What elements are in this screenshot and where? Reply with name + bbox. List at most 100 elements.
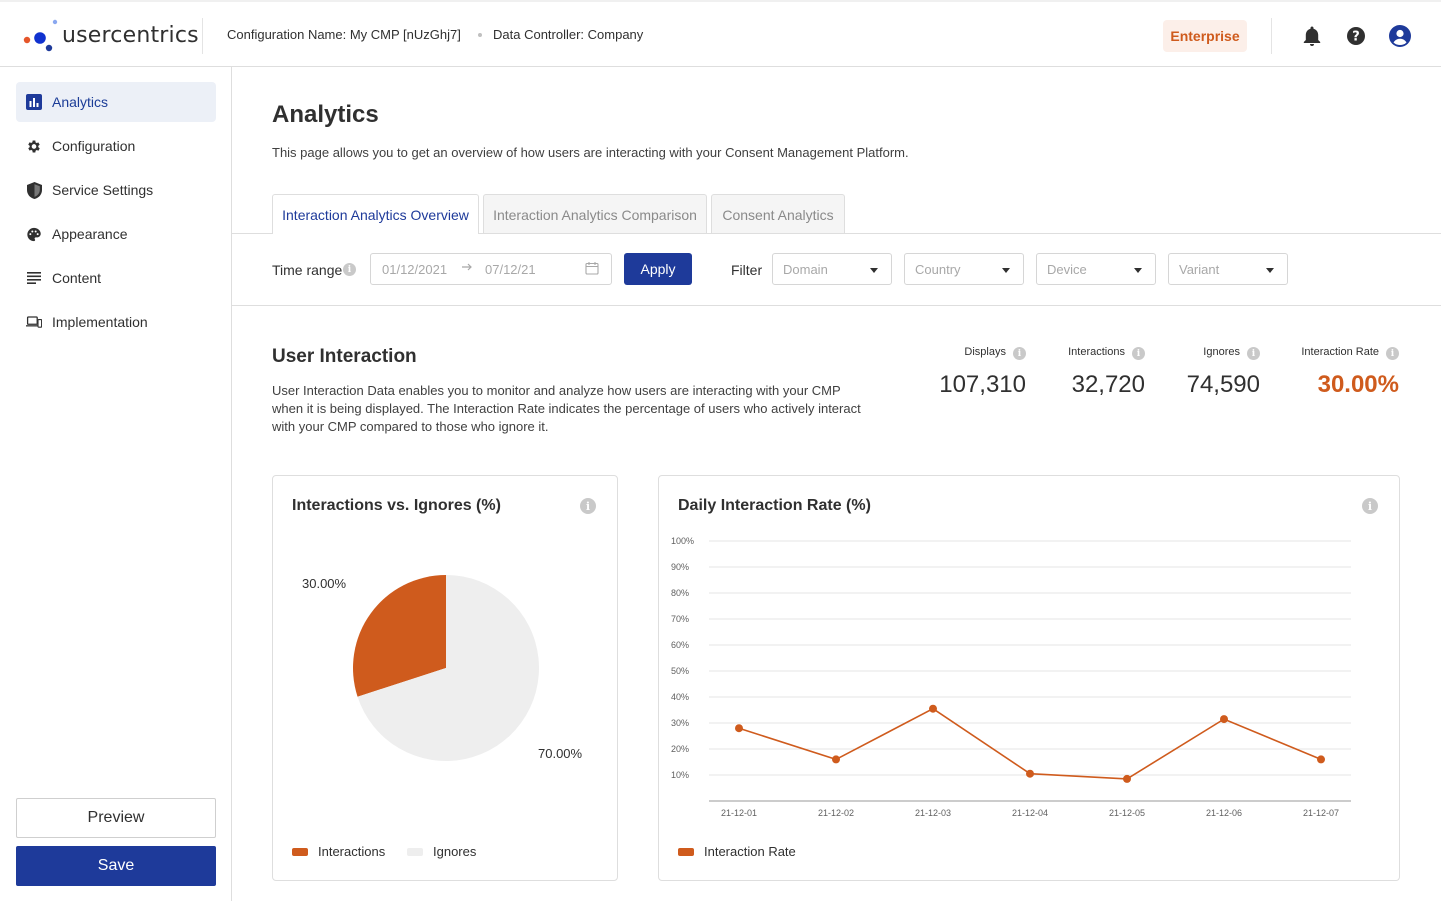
shield-icon	[26, 181, 42, 199]
header-divider	[202, 18, 203, 54]
data-point[interactable]	[735, 724, 743, 733]
sidebar-item-label: Analytics	[52, 94, 109, 110]
sidebar-item-label: Appearance	[52, 226, 128, 242]
info-icon[interactable]: i	[1132, 347, 1145, 360]
country-select[interactable]: Country	[904, 253, 1024, 285]
info-icon[interactable]: i	[1362, 498, 1378, 514]
date-to: 07/12/21	[485, 262, 536, 277]
select-placeholder: Variant	[1179, 262, 1220, 277]
logo-text: usercentrics	[62, 22, 199, 48]
filter-label: Filter	[731, 262, 763, 278]
active-tab-gap	[273, 232, 478, 234]
x-tick-label: 21-12-02	[818, 808, 854, 818]
sidebar: Analytics Configuration Service Settings…	[0, 67, 232, 901]
pie-chart-title: Interactions vs. Ignores (%)	[292, 497, 501, 514]
devices-icon	[26, 314, 42, 330]
gear-icon	[26, 138, 42, 154]
bar-chart-icon	[26, 94, 42, 110]
sidebar-item-label: Content	[52, 270, 102, 286]
tab-consent-analytics[interactable]: Consent Analytics	[711, 194, 845, 234]
sidebar-item-analytics[interactable]: Analytics	[16, 82, 216, 122]
section-title: User Interaction	[272, 346, 417, 367]
svg-text:?: ?	[1352, 30, 1360, 45]
data-point[interactable]	[929, 704, 937, 713]
pie-chart-card: Interactions vs. Ignores (%) i 30.00% 70…	[272, 475, 618, 881]
y-tick-label: 10%	[671, 770, 689, 780]
caret-down-icon	[1134, 268, 1142, 273]
select-placeholder: Device	[1047, 262, 1087, 277]
y-tick-label: 40%	[671, 692, 689, 702]
y-tick-label: 50%	[671, 666, 689, 676]
help-icon[interactable]: ?	[1344, 24, 1368, 48]
y-tick-label: 80%	[671, 588, 689, 598]
stat-value-interactions: 32,720	[1071, 371, 1145, 398]
preview-button[interactable]: Preview	[16, 798, 216, 838]
tab-interaction-analytics-comparison[interactable]: Interaction Analytics Comparison	[483, 194, 707, 234]
caret-down-icon	[1002, 268, 1010, 273]
x-tick-label: 21-12-05	[1109, 808, 1145, 818]
info-icon[interactable]: i	[343, 263, 356, 276]
x-tick-label: 21-12-07	[1303, 808, 1339, 818]
info-icon[interactable]: i	[1386, 347, 1399, 360]
series-line-interaction-rate	[738, 707, 1322, 780]
pie-slice-ignores[interactable]	[357, 575, 539, 761]
sidebar-item-appearance[interactable]: Appearance	[16, 214, 216, 254]
x-tick-label: 21-12-01	[721, 808, 757, 818]
bell-icon[interactable]	[1300, 24, 1324, 48]
data-point[interactable]	[1220, 715, 1228, 724]
time-range-label: Time range	[272, 262, 343, 278]
sidebar-item-content[interactable]: Content	[16, 258, 216, 298]
stat-value-ignores: 74,590	[1186, 371, 1260, 398]
stat-value-displays: 107,310	[939, 371, 1026, 398]
sidebar-item-implementation[interactable]: Implementation	[16, 302, 216, 342]
pie-chart: 30.00% 70.00%	[302, 575, 583, 761]
device-select[interactable]: Device	[1036, 253, 1156, 285]
line-chart: 10% 20% 30% 40% 50% 60% 70% 80% 90% 100% 21-12-01 2…	[671, 536, 1351, 818]
legend-swatch-ignores	[407, 848, 423, 856]
data-point[interactable]	[1317, 755, 1325, 764]
stat-label-interaction-rate: Interaction Rate	[1301, 346, 1379, 358]
filter-bar-divider	[232, 305, 1441, 306]
plan-badge: Enterprise	[1163, 20, 1247, 52]
legend-swatch-interaction-rate	[678, 848, 694, 856]
variant-select[interactable]: Variant	[1168, 253, 1288, 285]
date-from: 01/12/2021	[382, 262, 448, 277]
sidebar-item-configuration[interactable]: Configuration	[16, 126, 216, 166]
legend-label-interactions: Interactions	[318, 844, 386, 859]
info-icon[interactable]: i	[1013, 347, 1026, 360]
apply-button[interactable]: Apply	[624, 253, 692, 285]
x-tick-label: 21-12-04	[1012, 808, 1048, 818]
data-point[interactable]	[1123, 774, 1131, 783]
data-point[interactable]	[832, 755, 840, 764]
data-point[interactable]	[1026, 769, 1034, 778]
sidebar-item-label: Implementation	[52, 314, 148, 330]
page-title: Analytics	[272, 101, 379, 128]
line-chart-card: Daily Interaction Rate (%) i 10% 20% 30% 40…	[658, 475, 1400, 881]
info-icon[interactable]: i	[1247, 347, 1260, 360]
line-chart-title: Daily Interaction Rate (%)	[678, 497, 871, 514]
legend-swatch-interactions	[292, 848, 308, 856]
y-tick-label: 30%	[671, 718, 689, 728]
pie-slice-interactions[interactable]	[353, 575, 446, 697]
stat-value-interaction-rate: 30.00%	[1317, 371, 1399, 398]
domain-select[interactable]: Domain	[772, 253, 892, 285]
y-tick-label: 70%	[671, 614, 689, 624]
y-tick-label: 100%	[671, 536, 694, 546]
usercentrics-logo[interactable]: usercentrics	[22, 18, 199, 52]
date-range-picker[interactable]: 01/12/2021 07/12/21	[370, 253, 612, 285]
info-icon[interactable]: i	[580, 498, 596, 514]
stat-label-ignores: Ignores	[1203, 346, 1240, 358]
save-button[interactable]: Save	[16, 846, 216, 886]
tabs-divider	[232, 233, 1441, 234]
user-avatar-icon[interactable]	[1388, 24, 1412, 48]
sidebar-item-service-settings[interactable]: Service Settings	[16, 170, 216, 210]
tab-interaction-analytics-overview[interactable]: Interaction Analytics Overview	[272, 194, 479, 234]
calendar-icon[interactable]	[585, 261, 599, 278]
page-description: This page allows you to get an overview …	[272, 145, 909, 160]
data-controller: Data Controller: Company	[493, 27, 644, 42]
sidebar-item-label: Service Settings	[52, 182, 154, 198]
text-lines-icon	[26, 270, 42, 286]
arrow-right-icon	[461, 261, 473, 276]
palette-icon	[26, 226, 42, 242]
section-description: User Interaction Data enables you to mon…	[272, 383, 861, 434]
